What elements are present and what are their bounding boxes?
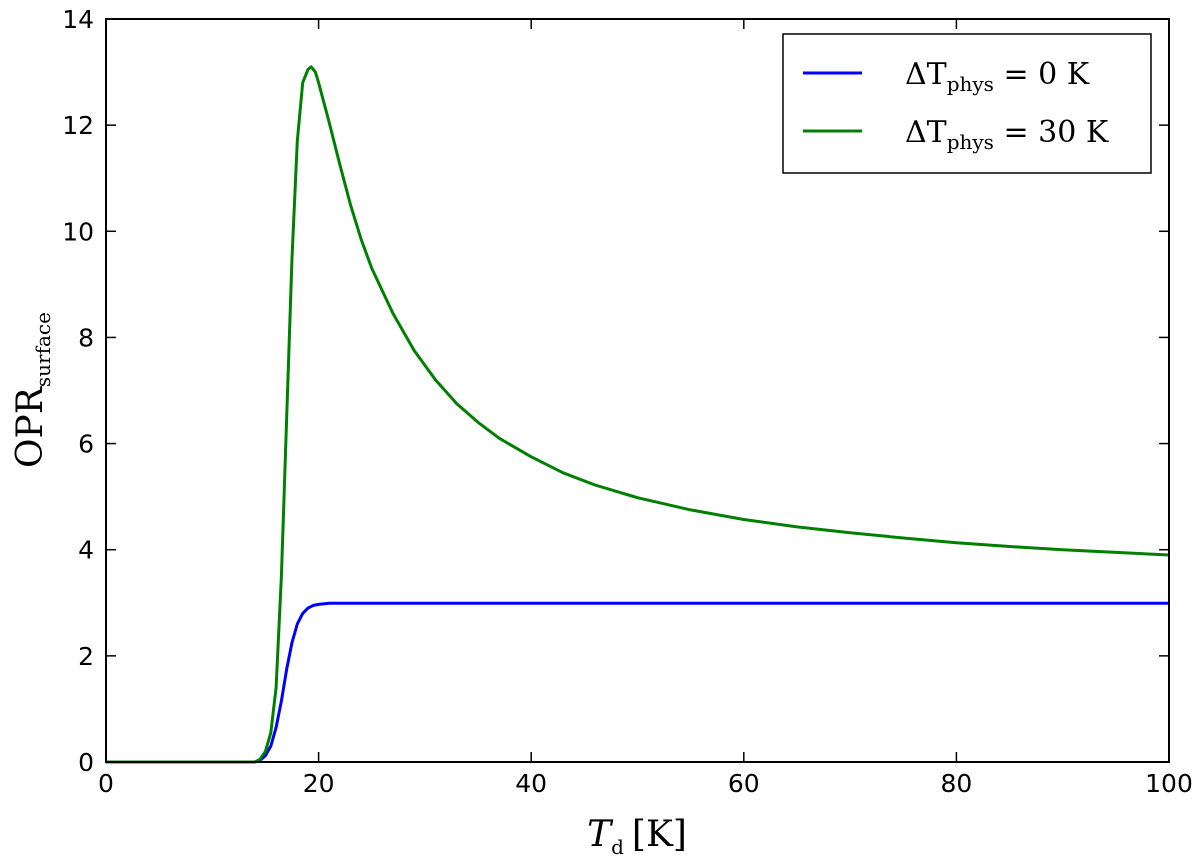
x-tick-labels: 0 20 40 60 80 100 (98, 769, 1193, 798)
y-tick-label: 4 (78, 536, 94, 565)
y-tick-label: 12 (62, 111, 94, 140)
x-tick-label: 20 (303, 769, 335, 798)
x-tick-label: 0 (98, 769, 114, 798)
y-tick-label: 6 (78, 430, 94, 459)
series-lines (106, 65, 1170, 764)
legend-label-0: ΔTphys = 0 K (905, 57, 1090, 96)
y-tick-label: 0 (78, 748, 94, 777)
y-tick-labels: 0 2 4 6 8 10 12 14 (62, 5, 94, 777)
series-line-1 (106, 65, 1170, 764)
legend: ΔTphys = 0 K ΔTphys = 30 K (782, 33, 1152, 174)
plot-frame (105, 18, 1170, 763)
series-line-0 (106, 601, 1169, 764)
y-axis-label: OPRsurface (10, 312, 55, 468)
x-tick-label: 40 (515, 769, 547, 798)
y-tick-label: 10 (62, 217, 94, 246)
y-tick-label: 14 (62, 5, 94, 34)
y-tick-label: 8 (78, 323, 94, 352)
legend-label-1: ΔTphys = 30 K (905, 115, 1109, 154)
y-tick-label: 2 (78, 642, 94, 671)
x-tick-label: 100 (1145, 769, 1193, 798)
x-axis-label: Td [K] (587, 814, 687, 858)
x-tick-label: 80 (940, 769, 972, 798)
x-tick-label: 60 (728, 769, 760, 798)
legend-box (782, 33, 1152, 174)
